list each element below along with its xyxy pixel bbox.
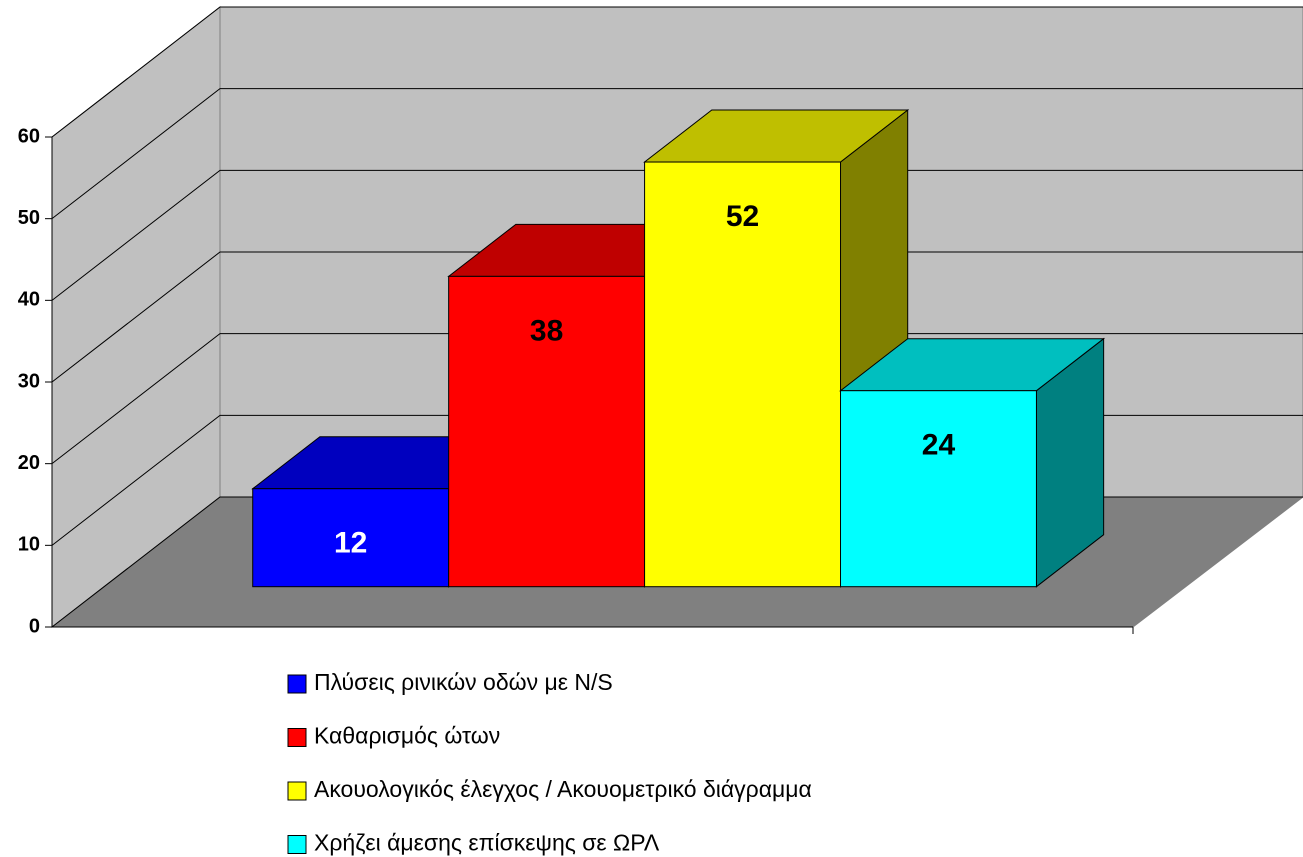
y-tick-label: 40 xyxy=(18,289,40,311)
data-label: 24 xyxy=(922,429,956,462)
y-tick-label: 60 xyxy=(18,125,40,147)
grid-line xyxy=(51,169,1303,301)
bar xyxy=(644,161,842,588)
grid-line xyxy=(51,251,1303,383)
legend-swatch xyxy=(287,835,307,854)
data-label: 12 xyxy=(334,527,367,560)
y-tick-label: 50 xyxy=(18,207,40,229)
legend-swatch xyxy=(287,781,307,801)
y-tick-label: 20 xyxy=(18,452,40,474)
bar xyxy=(448,275,646,588)
y-tick-label: 30 xyxy=(18,370,40,392)
legend-label: Καθαρισμός ώτων xyxy=(314,723,500,749)
legend-label: Χρήζει άμεσης επίσκεψης σε ΩΡΛ xyxy=(314,830,660,856)
data-label: 38 xyxy=(530,314,563,347)
grid-line xyxy=(51,6,1303,138)
legend-label: Ακουολογικός έλεγχος / Ακουομετρικό διάγ… xyxy=(314,776,812,802)
bar xyxy=(840,390,1037,588)
y-tick-label: 10 xyxy=(18,534,40,556)
legend-label: Πλύσεις ρινικών οδών με N/S xyxy=(314,669,613,695)
legend-swatch xyxy=(287,728,307,747)
grid-line xyxy=(51,333,1303,465)
y-tick-label: 0 xyxy=(29,615,40,637)
bar xyxy=(252,488,450,588)
legend-swatch xyxy=(287,674,307,694)
data-label: 52 xyxy=(726,200,759,233)
grid-line xyxy=(51,88,1303,220)
